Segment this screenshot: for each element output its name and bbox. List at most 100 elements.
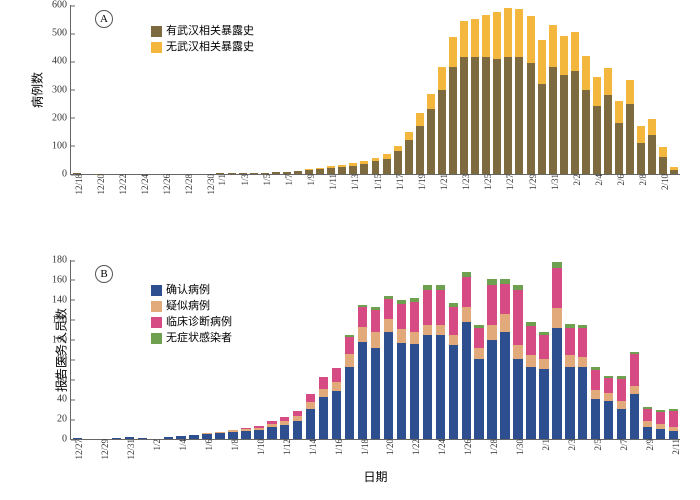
bar-segment <box>538 40 546 84</box>
bar <box>670 167 678 174</box>
panel-a-legend: 有武汉相关暴露史无武汉相关暴露史 <box>151 23 254 55</box>
bar-segment <box>345 367 354 439</box>
bar-segment <box>405 132 413 140</box>
panel-b-plot: 报告医务人员数 确认病例疑似病例临床诊断病例无症状感染者 日期 02040608… <box>70 260 680 440</box>
x-tick: 2/11 <box>671 439 681 455</box>
x-tick: 2/10 <box>660 174 670 190</box>
x-tick: 1/1 <box>217 174 227 186</box>
bar-segment <box>423 290 432 325</box>
bar <box>371 307 380 439</box>
bar-segment <box>504 57 512 174</box>
bar <box>565 324 574 439</box>
legend-item: 确认病例 <box>151 282 232 298</box>
legend-swatch <box>151 285 162 296</box>
figure: A 病例数 有武汉相关暴露史无武汉相关暴露史 01002003004005006… <box>0 0 700 500</box>
legend-item: 无症状感染者 <box>151 330 232 346</box>
x-tick: 12/29 <box>100 439 110 460</box>
y-tick: 180 <box>52 255 71 266</box>
bar <box>189 435 198 439</box>
bar-segment <box>189 435 198 439</box>
bar <box>515 9 523 174</box>
x-tick: 1/3 <box>240 174 250 186</box>
x-tick: 1/19 <box>417 174 427 190</box>
bar-segment <box>604 378 613 393</box>
bar-segment <box>669 411 678 427</box>
bar-segment <box>659 147 667 157</box>
bar <box>460 21 468 175</box>
bar <box>410 298 419 439</box>
bar-segment <box>372 161 380 174</box>
x-tick: 1/30 <box>515 439 525 455</box>
bar-segment <box>565 355 574 367</box>
bar-segment <box>427 94 435 109</box>
bar <box>582 56 590 174</box>
bar-segment <box>241 431 250 439</box>
bar-segment <box>460 21 468 58</box>
bar <box>493 12 501 174</box>
y-tick: 500 <box>52 28 71 39</box>
legend-label: 疑似病例 <box>166 298 210 314</box>
x-tick: 12/31 <box>126 439 136 460</box>
bar-segment <box>410 344 419 439</box>
bar <box>215 432 224 439</box>
x-tick: 12/18 <box>74 174 84 195</box>
bar <box>591 367 600 439</box>
bar <box>604 376 613 439</box>
bar <box>474 325 483 439</box>
bar <box>552 262 561 439</box>
bar-segment <box>659 157 667 174</box>
bar-segment <box>549 25 557 67</box>
bar-segment <box>539 335 548 360</box>
x-tick: 1/17 <box>395 174 405 190</box>
legend-label: 无武汉相关暴露史 <box>166 39 254 55</box>
bar <box>228 173 236 174</box>
bar-segment <box>615 123 623 174</box>
legend-item: 无武汉相关暴露史 <box>151 39 254 55</box>
y-tick: 0 <box>62 434 71 445</box>
x-tick: 1/10 <box>256 439 266 455</box>
x-tick: 2/2 <box>572 174 582 186</box>
bar-segment <box>648 119 656 134</box>
bar-segment <box>332 391 341 439</box>
bar-segment <box>462 322 471 439</box>
bar-segment <box>416 126 424 174</box>
bar-segment <box>349 166 357 174</box>
x-tick: 12/28 <box>184 174 194 195</box>
bar-segment <box>539 359 548 369</box>
x-tick: 2/6 <box>616 174 626 186</box>
bar-segment <box>436 335 445 439</box>
bar-segment <box>482 57 490 174</box>
bar <box>272 172 280 174</box>
bar-segment <box>493 59 501 174</box>
bar-segment <box>272 172 280 174</box>
bar <box>593 77 601 174</box>
bar-segment <box>371 332 380 348</box>
bar-segment <box>513 345 522 360</box>
bar-segment <box>138 438 147 439</box>
x-tick: 1/18 <box>360 439 370 455</box>
bar <box>617 376 626 439</box>
bar <box>527 16 535 174</box>
bar <box>656 410 665 439</box>
legend-item: 疑似病例 <box>151 298 232 314</box>
bar <box>560 36 568 174</box>
bar <box>360 161 368 174</box>
x-tick: 12/30 <box>206 174 216 195</box>
x-tick: 2/1 <box>541 439 551 451</box>
bar-segment <box>500 314 509 332</box>
bar-segment <box>669 431 678 439</box>
bar-segment <box>397 304 406 329</box>
x-tick: 2/3 <box>567 439 577 451</box>
bar <box>449 37 457 174</box>
bar-segment <box>578 367 587 439</box>
bar <box>319 377 328 439</box>
bar-segment <box>626 104 634 174</box>
bar-segment <box>604 401 613 439</box>
y-tick: 160 <box>52 274 71 285</box>
x-tick: 2/5 <box>593 439 603 451</box>
bar-segment <box>462 277 471 307</box>
bar <box>504 8 512 174</box>
bar-segment <box>630 354 639 386</box>
bar-segment <box>538 84 546 174</box>
x-tick: 1/11 <box>328 174 338 190</box>
